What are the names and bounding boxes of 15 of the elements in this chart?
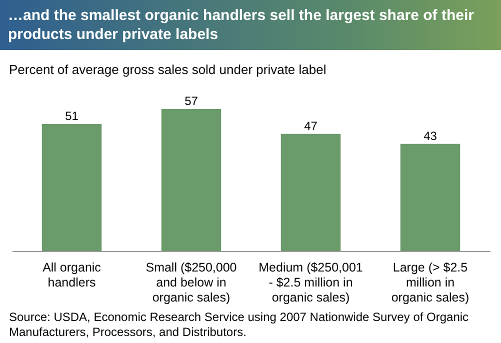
data-label: 47 [304, 118, 318, 133]
data-label: 57 [184, 94, 198, 108]
x-tick-label: Small ($250,000 and below in organic sales) [146, 260, 237, 304]
x-tick-label: Large (> $2.5 million in organic sales) [391, 260, 470, 304]
data-label: 51 [65, 108, 79, 123]
bar [280, 134, 341, 251]
source-note: Source: USDA, Economic Research Service using 2007 Nationwide Survey of Organic Manufacturers, Processors, and Distributors. [9, 310, 470, 340]
bar [161, 109, 222, 251]
x-tick-label: Medium ($250,001 - $2.5 million in organic sales) [258, 260, 363, 304]
x-tick-label: All organic handlers [42, 260, 101, 290]
bar [42, 124, 102, 251]
data-label: 43 [424, 128, 438, 143]
chart-title: …and the smallest organic handlers sell the largest share of their products under private labels [0, 0, 501, 50]
bar [400, 144, 460, 251]
y-axis-title: Percent of average gross sales sold under private label [9, 62, 328, 77]
